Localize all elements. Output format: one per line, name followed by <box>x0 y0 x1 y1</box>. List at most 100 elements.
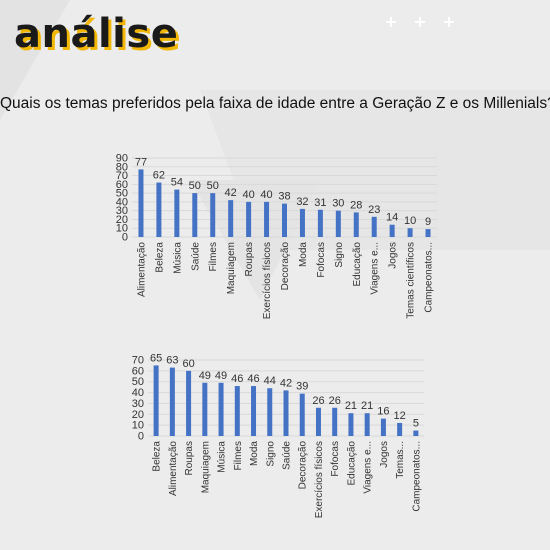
bar <box>282 203 287 237</box>
x-tick-label: Signo <box>334 242 345 268</box>
data-label: 62 <box>153 170 165 182</box>
x-tick-label: Maquiagem <box>226 242 237 294</box>
x-tick-label: Música <box>217 441 228 473</box>
data-label: 32 <box>296 196 308 208</box>
data-label: 38 <box>278 191 290 203</box>
bar <box>348 413 354 436</box>
x-tick-label: Roupas <box>184 441 195 475</box>
y-tick-label: 70 <box>132 355 144 367</box>
bar <box>218 382 224 436</box>
y-tick-label: 50 <box>132 376 144 388</box>
x-tick-label: Filmes <box>208 242 219 271</box>
bar <box>299 208 305 237</box>
data-label: 60 <box>182 358 194 370</box>
plus-icons <box>386 17 454 27</box>
page-question: Quais os temas preferidos pela faixa de … <box>0 95 550 112</box>
x-tick-label: Decoração <box>298 441 309 490</box>
x-tick-label: Alimentação <box>136 242 147 297</box>
x-tick-label: Educação <box>352 242 363 287</box>
data-label: 46 <box>231 373 243 385</box>
y-tick-label: 0 <box>138 431 144 443</box>
data-label: 40 <box>242 189 254 201</box>
data-label: 21 <box>361 400 373 412</box>
bar <box>389 224 395 237</box>
y-tick-label: 20 <box>116 214 128 226</box>
x-tick-label: Decoração <box>280 242 291 291</box>
x-tick-label: Moda <box>298 242 309 267</box>
bar <box>364 413 370 436</box>
x-tick-label: Maquiagem <box>200 441 211 493</box>
bar <box>299 393 305 436</box>
x-tick-label: Saúde <box>282 441 293 470</box>
data-label: 5 <box>413 418 419 430</box>
data-label: 49 <box>199 370 211 382</box>
data-label: 44 <box>264 375 276 387</box>
bar <box>332 407 338 436</box>
x-tick-label: Música <box>172 242 183 274</box>
bar <box>210 193 216 237</box>
y-tick-label: 50 <box>116 188 128 200</box>
data-label: 26 <box>329 395 341 407</box>
y-tick-label: 30 <box>116 205 128 217</box>
bar <box>267 388 273 436</box>
bar <box>353 212 359 237</box>
data-label: 40 <box>260 189 272 201</box>
x-tick-label: Saúde <box>190 242 201 271</box>
bar <box>407 228 413 237</box>
bar <box>264 201 270 237</box>
data-label: 14 <box>386 212 398 224</box>
bar <box>283 390 289 436</box>
x-tick-label: Viagens e... <box>370 242 381 295</box>
bar <box>174 189 180 237</box>
data-label: 65 <box>150 352 162 364</box>
y-tick-label: 60 <box>132 365 144 377</box>
y-tick-label: 0 <box>122 232 128 244</box>
x-tick-label: Jogos <box>388 242 399 269</box>
x-tick-label: Exercícios físicos <box>314 441 325 518</box>
y-tick-label: 90 <box>116 153 128 165</box>
data-label: 12 <box>394 410 406 422</box>
data-label: 23 <box>368 204 380 216</box>
x-tick-label: Fofocas <box>316 242 327 278</box>
bar <box>234 386 240 436</box>
x-tick-label: Educação <box>346 441 357 486</box>
x-tick-label: Fofocas <box>330 441 341 477</box>
x-tick-label: Exercícios físicos <box>262 242 273 319</box>
y-tick-label: 40 <box>132 387 144 399</box>
data-label: 50 <box>189 180 201 192</box>
y-tick-label: 30 <box>132 398 144 410</box>
data-label: 42 <box>225 187 237 199</box>
bar <box>315 407 321 436</box>
bar <box>251 386 257 436</box>
bar <box>413 430 419 436</box>
y-tick-label: 80 <box>116 161 128 173</box>
x-tick-label: Filmes <box>233 441 244 470</box>
data-label: 31 <box>314 197 326 209</box>
data-label: 42 <box>280 377 292 389</box>
x-tick-label: Jogos <box>379 441 390 468</box>
x-tick-label: Campeonatos... <box>411 441 422 512</box>
page-title: análise <box>14 11 179 57</box>
data-label: 16 <box>377 406 389 418</box>
bar <box>192 193 198 237</box>
bar <box>153 365 159 436</box>
bar <box>228 200 234 237</box>
y-tick-label: 60 <box>116 179 128 191</box>
y-tick-label: 10 <box>116 223 128 235</box>
bar <box>202 382 208 436</box>
y-tick-label: 40 <box>116 196 128 208</box>
y-tick-label: 20 <box>132 409 144 421</box>
bar <box>156 182 162 237</box>
x-tick-label: Viagens e... <box>363 441 374 494</box>
x-tick-label: Campeonatos... <box>424 242 435 313</box>
y-tick-label: 70 <box>116 170 128 182</box>
x-tick-label: Alimentação <box>168 441 179 496</box>
bar <box>317 209 323 237</box>
bar <box>186 370 192 436</box>
data-label: 49 <box>215 370 227 382</box>
bar <box>397 422 403 436</box>
data-label: 63 <box>166 355 178 367</box>
y-tick-label: 10 <box>132 420 144 432</box>
data-label: 30 <box>332 198 344 210</box>
